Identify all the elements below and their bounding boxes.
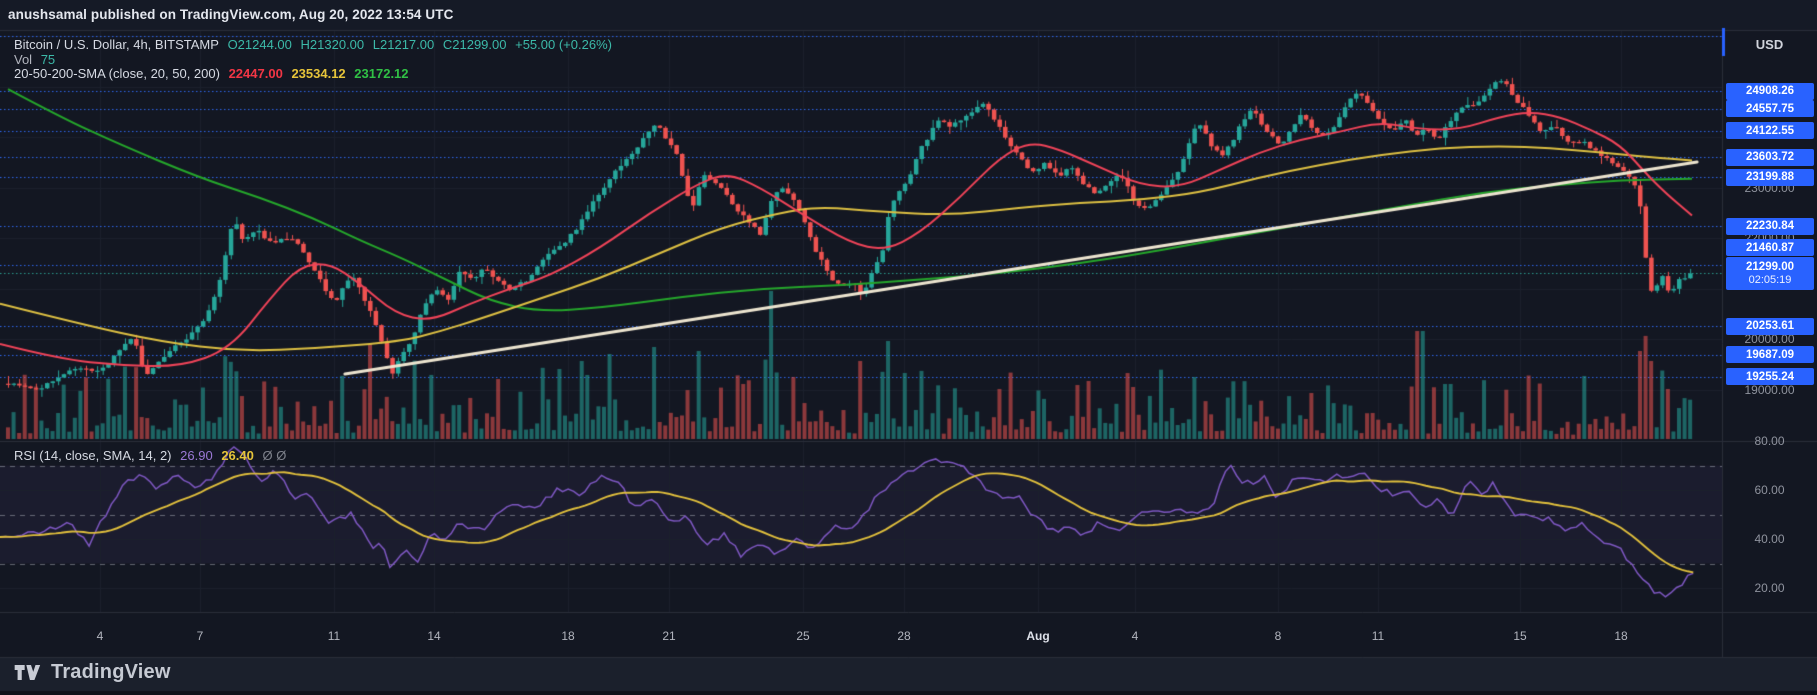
price-axis-label: 20000.00 — [1744, 332, 1795, 346]
price-level-badge: 24557.75 — [1726, 100, 1814, 118]
price-level-badge: 19255.24 — [1726, 368, 1814, 386]
time-axis-label: 18 — [1614, 629, 1628, 643]
price-level-badge: 23603.72 — [1726, 148, 1814, 166]
volume-label: Vol — [14, 52, 33, 67]
price-level-badge: 24122.55 — [1726, 122, 1814, 140]
rsi-axis-label: 60.00 — [1754, 483, 1785, 497]
ohlc-high: H21320.00 — [300, 37, 365, 52]
volume-legend-row[interactable]: Vol 75 — [14, 52, 60, 67]
ohlc-open: O21244.00 — [227, 37, 292, 52]
sma-label: 20-50-200-SMA (close, 20, 50, 200) — [14, 66, 220, 81]
time-axis-label: 18 — [561, 629, 575, 643]
price-level-badge: 21460.87 — [1726, 239, 1814, 257]
ohlc-change: +55.00 (+0.26%) — [515, 37, 612, 52]
symbol-title: Bitcoin / U.S. Dollar, 4h, BITSTAMP — [14, 37, 219, 52]
time-axis-label: 4 — [96, 629, 104, 643]
tradingview-logo[interactable]: TradingView — [13, 661, 171, 684]
price-level-badge: 23199.88 — [1726, 168, 1814, 186]
tradingview-logo-text: TradingView — [51, 661, 171, 683]
rsi-legend-row[interactable]: RSI (14, close, SMA, 14, 2) 26.90 26.40 … — [14, 448, 291, 463]
ohlc-low: L21217.00 — [372, 37, 435, 52]
rsi-axis-label: 20.00 — [1754, 581, 1785, 595]
rsi-value: 26.90 — [180, 448, 213, 463]
attribution-text: anushsamal published on TradingView.com,… — [8, 7, 454, 22]
ohlc-close: C21299.00 — [442, 37, 507, 52]
price-axis-currency: USD — [1755, 37, 1784, 52]
time-axis-label: 7 — [196, 629, 204, 643]
time-axis-label: 11 — [327, 629, 341, 643]
current-price-value: 21299.00 — [1746, 260, 1794, 273]
time-axis-label: 4 — [1131, 629, 1139, 643]
volume-value: 75 — [40, 52, 56, 67]
current-price-badge: 21299.00 02:05:19 — [1726, 257, 1814, 291]
rsi-sma-value: 26.40 — [221, 448, 254, 463]
rsi-label: RSI (14, close, SMA, 14, 2) — [14, 448, 172, 463]
rsi-axis-label: 80.00 — [1754, 434, 1785, 448]
rsi-extra-values: Ø Ø — [262, 448, 287, 463]
time-axis-label: 15 — [1513, 629, 1527, 643]
price-level-badge: 19687.09 — [1726, 346, 1814, 364]
bar-countdown: 02:05:19 — [1748, 274, 1792, 287]
sma20-value: 22447.00 — [228, 66, 283, 81]
sma200-value: 23172.12 — [354, 66, 409, 81]
price-level-badge: 22230.84 — [1726, 217, 1814, 235]
time-axis-label: 11 — [1371, 629, 1385, 643]
time-axis-label: 14 — [427, 629, 441, 643]
sma50-value: 23534.12 — [291, 66, 346, 81]
rsi-axis-label: 40.00 — [1754, 532, 1785, 546]
time-axis-label: 8 — [1274, 629, 1282, 643]
time-axis-label: Aug — [1026, 629, 1050, 643]
time-axis-label: 28 — [897, 629, 911, 643]
time-axis-label: 21 — [662, 629, 676, 643]
price-axis-label: 19000.00 — [1744, 382, 1795, 397]
price-level-badge: 20253.61 — [1726, 317, 1814, 335]
tradingview-logo-icon — [14, 665, 41, 680]
sma-legend-row[interactable]: 20-50-200-SMA (close, 20, 50, 200) 22447… — [14, 66, 414, 81]
price-level-badge: 24908.26 — [1726, 82, 1814, 100]
symbol-legend-row[interactable]: Bitcoin / U.S. Dollar, 4h, BITSTAMP O212… — [14, 37, 617, 52]
time-axis-label: 25 — [796, 629, 810, 643]
